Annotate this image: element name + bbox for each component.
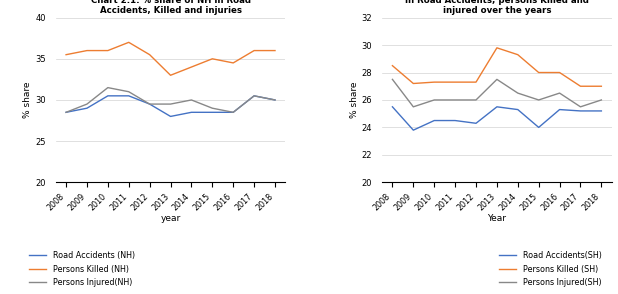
Title: Chart 2.1(a): % share of State Highways
in Road Accidents, persons Killed and
in: Chart 2.1(a): % share of State Highways …: [399, 0, 595, 16]
Legend: Road Accidents(SH), Persons Killed (SH), Persons Injured(SH): Road Accidents(SH), Persons Killed (SH),…: [499, 251, 601, 287]
X-axis label: Year: Year: [488, 214, 506, 223]
Legend: Road Accidents (NH), Persons Killed (NH), Persons Injured(NH): Road Accidents (NH), Persons Killed (NH)…: [29, 251, 135, 287]
Y-axis label: % share: % share: [23, 82, 33, 118]
X-axis label: year: year: [161, 214, 180, 223]
Y-axis label: % share: % share: [350, 82, 359, 118]
Title: Chart 2.1: % share of NH in Road
Accidents, Killed and injuries: Chart 2.1: % share of NH in Road Acciden…: [91, 0, 250, 16]
